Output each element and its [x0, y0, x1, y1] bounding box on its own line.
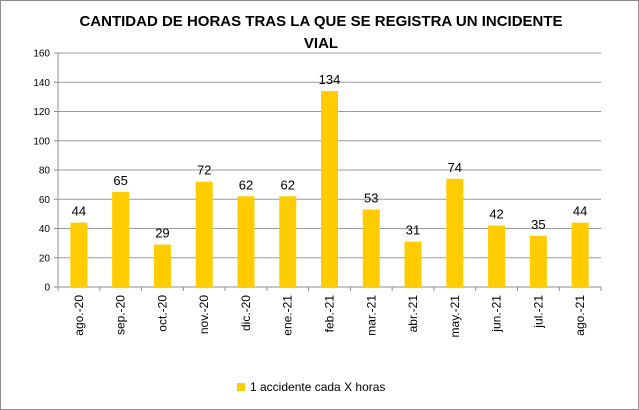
y-tick-label: 60	[39, 195, 51, 206]
data-label: 44	[72, 204, 86, 219]
y-tick-label: 160	[33, 49, 50, 60]
x-tick-label: oct.-20	[155, 295, 169, 332]
bar	[237, 196, 255, 287]
legend: 1 accidente cada X horas	[237, 380, 385, 394]
x-tick-label: jul.-21	[531, 295, 545, 329]
bar	[488, 225, 506, 287]
data-label: 42	[489, 207, 503, 222]
data-label: 35	[531, 217, 545, 232]
bar	[321, 91, 338, 288]
x-tick-label: jun.-21	[490, 295, 504, 333]
data-labels: 44 65 29 72 62 62 134 53 31 74 42 35 44	[72, 72, 588, 241]
data-label: 53	[364, 190, 378, 205]
x-axis-tick-labels: ago.-20 sep.-20 oct.-20 nov.-20 dic.-20 ene.-…	[72, 295, 587, 338]
x-tick-label: may.-21	[448, 295, 462, 338]
bar	[529, 235, 547, 287]
data-label: 72	[197, 163, 211, 178]
x-tick-label: dic.-20	[239, 295, 253, 331]
data-label: 65	[113, 173, 127, 188]
chart-title: CANTIDAD DE HORAS TRAS LA QUE SE REGISTR…	[79, 13, 562, 52]
y-tick-label: 80	[39, 166, 51, 177]
bar	[571, 222, 589, 287]
bar	[404, 241, 422, 287]
y-tick-label: 20	[39, 253, 51, 264]
data-label: 134	[319, 72, 341, 87]
x-tick-label: ago.-21	[573, 295, 587, 336]
data-label: 74	[448, 160, 462, 175]
y-tick-label: 140	[33, 78, 50, 89]
bar	[112, 191, 130, 287]
data-label: 62	[239, 177, 253, 192]
x-tick-label: nov.-20	[197, 295, 211, 334]
data-label: 31	[406, 223, 420, 238]
bar	[153, 244, 171, 287]
data-label: 44	[573, 204, 587, 219]
y-tick-label: 40	[39, 224, 51, 235]
x-tick-label: ene.-21	[281, 295, 295, 336]
data-label: 29	[155, 226, 169, 241]
bar	[446, 178, 464, 287]
x-tick-label: abr.-21	[406, 295, 420, 333]
chart-title-line-1: CANTIDAD DE HORAS TRAS LA QUE SE REGISTR…	[79, 13, 562, 30]
bar	[70, 222, 88, 287]
y-tick-label: 120	[33, 107, 50, 118]
chart-title-line-2: VIAL	[304, 35, 338, 52]
y-tick-label: 0	[44, 283, 50, 294]
bar	[195, 181, 213, 287]
legend-swatch	[237, 383, 245, 391]
bars	[70, 91, 589, 288]
x-tick-label: sep.-20	[114, 295, 128, 335]
y-tick-label: 100	[33, 136, 50, 147]
bar	[362, 209, 380, 287]
x-tick-label: mar.-21	[364, 295, 378, 336]
x-tick-label: ago.-20	[72, 295, 86, 336]
legend-label: 1 accidente cada X horas	[250, 380, 385, 394]
x-tick-label: feb.-21	[323, 295, 337, 333]
bar	[279, 196, 297, 287]
data-label: 62	[280, 177, 294, 192]
